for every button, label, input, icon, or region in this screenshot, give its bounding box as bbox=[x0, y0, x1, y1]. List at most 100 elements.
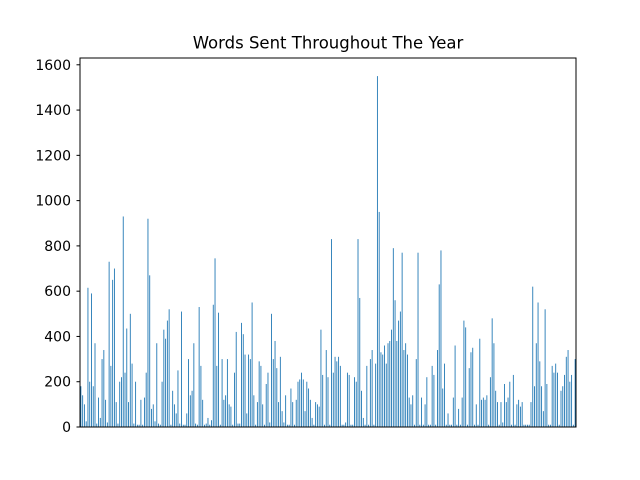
bar bbox=[320, 329, 322, 427]
bar bbox=[451, 424, 452, 427]
bar bbox=[519, 406, 521, 427]
bar bbox=[133, 423, 135, 427]
bar bbox=[315, 402, 317, 427]
bar bbox=[248, 354, 250, 427]
bar bbox=[294, 424, 295, 427]
bar bbox=[338, 356, 340, 427]
bar bbox=[521, 402, 523, 427]
bar bbox=[309, 399, 311, 427]
bar bbox=[108, 261, 110, 427]
bar bbox=[364, 424, 366, 427]
bar bbox=[165, 338, 167, 427]
bar bbox=[401, 252, 403, 427]
plot-frame bbox=[79, 57, 577, 428]
bar bbox=[110, 365, 112, 427]
bar bbox=[292, 402, 294, 427]
bar bbox=[260, 365, 262, 427]
bar bbox=[421, 397, 422, 427]
bar bbox=[329, 424, 331, 427]
bar bbox=[525, 424, 527, 427]
y-tick-label: 1600 bbox=[35, 58, 71, 74]
bar bbox=[255, 424, 257, 427]
bar bbox=[244, 354, 246, 427]
bar bbox=[429, 424, 431, 427]
bar bbox=[269, 422, 271, 427]
bar bbox=[143, 397, 145, 427]
bar bbox=[507, 397, 509, 427]
y-tick-label: 600 bbox=[44, 284, 71, 300]
bar bbox=[477, 424, 479, 427]
bar bbox=[569, 381, 571, 427]
bar bbox=[398, 320, 400, 427]
bar bbox=[211, 420, 212, 427]
bar bbox=[308, 388, 310, 427]
bar bbox=[288, 424, 290, 427]
bar bbox=[332, 372, 334, 427]
bar bbox=[350, 424, 352, 427]
bar bbox=[378, 211, 380, 427]
bar bbox=[488, 424, 490, 427]
bar bbox=[98, 397, 99, 427]
bar bbox=[196, 424, 198, 427]
bar bbox=[82, 395, 84, 427]
bar bbox=[482, 397, 484, 427]
bar bbox=[348, 374, 350, 427]
bar bbox=[549, 424, 551, 427]
bar bbox=[535, 343, 537, 427]
bar bbox=[172, 390, 174, 427]
bar bbox=[182, 424, 184, 427]
bar bbox=[177, 370, 179, 427]
bar bbox=[415, 359, 417, 427]
bar bbox=[571, 374, 573, 427]
bar bbox=[214, 258, 216, 427]
bar bbox=[241, 322, 242, 427]
bar bbox=[572, 424, 574, 427]
bar bbox=[491, 318, 493, 427]
bar bbox=[495, 390, 497, 427]
bar bbox=[135, 381, 137, 427]
bar bbox=[345, 422, 347, 427]
y-tick-label: 400 bbox=[44, 329, 71, 345]
bar bbox=[279, 356, 281, 427]
bar bbox=[357, 239, 359, 427]
bar bbox=[226, 359, 228, 427]
bar bbox=[442, 388, 444, 427]
bar bbox=[553, 372, 555, 427]
bar bbox=[313, 424, 315, 427]
bar bbox=[219, 424, 221, 427]
bar bbox=[230, 406, 232, 427]
bar bbox=[166, 320, 168, 427]
bar bbox=[437, 350, 438, 427]
bar bbox=[511, 424, 513, 427]
bar bbox=[99, 417, 101, 427]
bar bbox=[136, 424, 138, 427]
bar bbox=[173, 404, 175, 427]
bar bbox=[343, 424, 345, 427]
bar bbox=[544, 309, 546, 427]
bar bbox=[373, 424, 375, 427]
y-tick-label: 0 bbox=[62, 420, 71, 436]
bar bbox=[470, 352, 472, 427]
bar bbox=[514, 424, 516, 427]
bar bbox=[396, 340, 398, 427]
bar bbox=[359, 297, 361, 427]
bar bbox=[463, 320, 465, 427]
bar bbox=[541, 386, 543, 427]
bar bbox=[212, 304, 214, 427]
bar bbox=[512, 374, 514, 427]
bar bbox=[149, 275, 151, 427]
bar bbox=[502, 422, 504, 427]
bar bbox=[202, 399, 204, 427]
bar bbox=[355, 381, 357, 427]
bar bbox=[456, 424, 458, 427]
bar bbox=[369, 359, 371, 427]
bar bbox=[387, 343, 389, 427]
bar bbox=[272, 359, 274, 427]
bar bbox=[154, 421, 156, 427]
bar bbox=[138, 424, 140, 427]
bar bbox=[362, 417, 364, 427]
bar bbox=[205, 423, 207, 427]
bar bbox=[557, 372, 558, 427]
bar bbox=[498, 424, 500, 427]
